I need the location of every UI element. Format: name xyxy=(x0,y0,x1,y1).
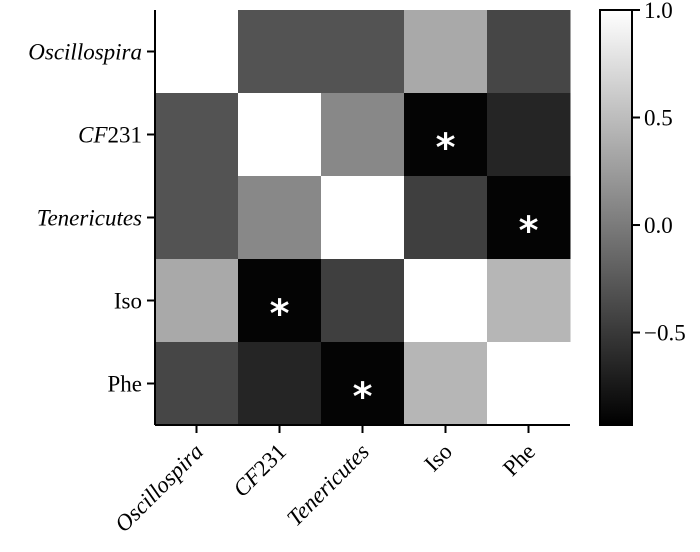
colorbar-tick-label-0: 1.0 xyxy=(644,0,673,23)
significance-marker-4-2: * xyxy=(353,375,373,419)
row-labels: Oscillospira CF231 Tenericutes Iso Phe xyxy=(28,40,142,397)
heatmap-cell-0-1 xyxy=(238,10,322,94)
significance-marker-1-3: * xyxy=(436,126,456,170)
row-label-1: CF231 xyxy=(78,123,142,148)
heatmap-cell-0-0 xyxy=(155,10,239,94)
colorbar: 1.0 0.5 0.0 −0.5 xyxy=(599,0,686,426)
heatmap-cell-3-0 xyxy=(155,259,239,343)
row-label-2: Tenericutes xyxy=(37,206,142,231)
heatmap-cell-2-3 xyxy=(404,176,488,260)
heatmap-cell-0-3 xyxy=(404,10,488,94)
heatmap-cell-0-4 xyxy=(487,10,571,94)
colorbar-tick-label-1: 0.5 xyxy=(644,106,673,131)
column-label-2: Tenericutes xyxy=(282,439,374,531)
colorbar-tick-label-2: 0.0 xyxy=(644,213,673,238)
heatmap-cells xyxy=(155,10,571,426)
row-label-3: Iso xyxy=(114,289,142,314)
heatmap-cell-4-4 xyxy=(487,342,571,426)
column-label-3: Iso xyxy=(419,439,457,477)
heatmap-cell-4-2 xyxy=(321,342,405,426)
heatmap-axes xyxy=(147,10,570,433)
heatmap-cell-0-2 xyxy=(321,10,405,94)
heatmap-cell-3-1 xyxy=(238,259,322,343)
heatmap-cell-1-2 xyxy=(321,93,405,177)
heatmap-cell-3-3 xyxy=(404,259,488,343)
heatmap-cell-2-4 xyxy=(487,176,571,260)
colorbar-gradient xyxy=(599,9,633,426)
row-label-4: Phe xyxy=(108,372,143,397)
heatmap-cell-4-3 xyxy=(404,342,488,426)
heatmap-cell-1-1 xyxy=(238,93,322,177)
colorbar-tick-label-3: −0.5 xyxy=(644,321,686,346)
heatmap-cell-3-4 xyxy=(487,259,571,343)
heatmap-cell-4-1 xyxy=(238,342,322,426)
row-label-0: Oscillospira xyxy=(28,40,142,65)
column-label-4: Phe xyxy=(498,439,540,481)
column-label-0: Oscillospira xyxy=(110,439,208,537)
heatmap-cell-1-3 xyxy=(404,93,488,177)
significance-marker-2-4: * xyxy=(519,209,539,253)
column-label-1: CF231 xyxy=(228,439,291,502)
heatmap-cell-2-0 xyxy=(155,176,239,260)
heatmap-cell-1-0 xyxy=(155,93,239,177)
heatmap-cell-4-0 xyxy=(155,342,239,426)
significance-markers: * * * * xyxy=(270,126,539,419)
significance-marker-3-1: * xyxy=(270,292,290,336)
heatmap-cell-3-2 xyxy=(321,259,405,343)
heatmap-cell-1-4 xyxy=(487,93,571,177)
heatmap-cell-2-2 xyxy=(321,176,405,260)
heatmap-cell-2-1 xyxy=(238,176,322,260)
